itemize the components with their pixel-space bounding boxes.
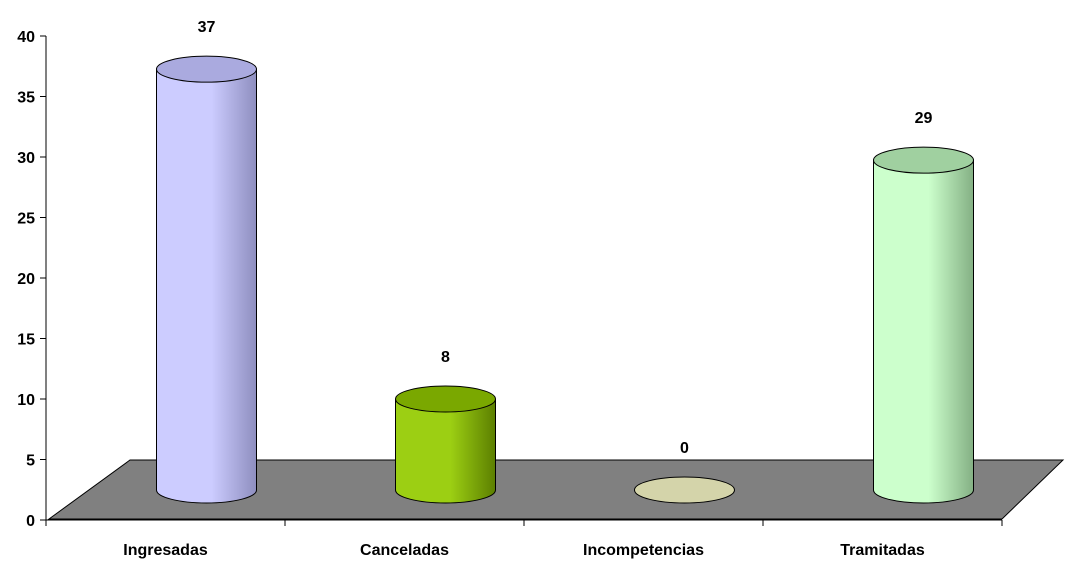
bar-body — [873, 159, 974, 504]
y-ticks: 0 5 10 15 20 25 30 35 40 — [17, 29, 46, 530]
bar-canceladas — [395, 385, 496, 504]
bar-top — [395, 385, 496, 413]
data-label: 29 — [915, 110, 933, 127]
bar-body — [156, 68, 257, 504]
bar-incompetencias — [634, 476, 735, 504]
bar-top — [156, 55, 257, 83]
y-tick-label: 35 — [17, 90, 35, 107]
y-tick-label: 25 — [17, 211, 35, 228]
x-tick-label: Canceladas — [360, 542, 449, 559]
y-tick-label: 30 — [17, 150, 35, 167]
data-label: 0 — [680, 440, 689, 457]
x-tick-label: Incompetencias — [583, 542, 704, 559]
y-tick-label: 5 — [26, 453, 35, 470]
x-tick-label: Tramitadas — [840, 542, 925, 559]
bar-tramitadas — [873, 146, 974, 504]
y-tick-label: 20 — [17, 271, 35, 288]
bar-top — [873, 146, 974, 174]
bar-ingresadas — [156, 55, 257, 504]
x-ticks: Ingresadas Canceladas Incompetencias Tramit… — [45, 520, 1003, 559]
bar-top — [634, 476, 735, 504]
data-label: 8 — [441, 349, 450, 366]
y-tick-label: 10 — [17, 392, 35, 409]
data-labels: 37 8 0 29 — [198, 19, 933, 457]
y-tick-label: 15 — [17, 332, 35, 349]
y-tick-label: 40 — [17, 29, 35, 46]
bars — [156, 55, 974, 504]
y-tick-label: 0 — [26, 513, 35, 530]
bar-body — [395, 398, 496, 504]
data-label: 37 — [198, 19, 216, 36]
x-tick-label: Ingresadas — [123, 542, 208, 559]
chart-floor — [47, 459, 1065, 520]
